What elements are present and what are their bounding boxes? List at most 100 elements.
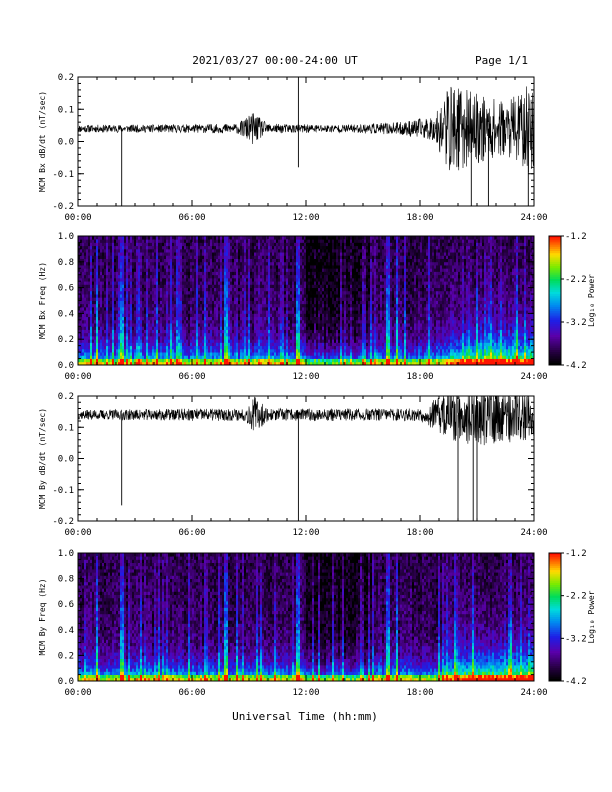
heatmap-cell [88, 335, 91, 340]
heatmap-cell [108, 248, 111, 253]
heatmap-cell [160, 284, 163, 289]
heatmap-cell [114, 352, 117, 356]
heatmap-cell [120, 329, 123, 334]
heatmap-cell [154, 287, 157, 292]
heatmap-cell [80, 274, 83, 279]
heatmap-cell [168, 236, 171, 240]
heatmap-cell [114, 339, 117, 343]
heatmap-cell [156, 306, 159, 311]
heatmap-cell [168, 255, 171, 259]
heatmap-cell [126, 284, 129, 289]
heatmap-cell [138, 313, 141, 318]
heatmap-cell [80, 268, 83, 272]
heatmap-cell [128, 326, 131, 330]
heatmap-cell [80, 352, 83, 356]
heatmap-cell [112, 242, 115, 247]
heatmap-cell [82, 294, 85, 298]
heatmap-cell [170, 300, 173, 305]
heatmap-cell [92, 265, 95, 269]
heatmap-cell [78, 248, 81, 253]
heatmap-cell [164, 297, 167, 301]
heatmap-cell [92, 352, 95, 356]
heatmap-cell [130, 339, 133, 343]
heatmap-cell [104, 339, 107, 343]
heatmap-cell [90, 361, 93, 366]
heatmap-cell [138, 252, 141, 256]
heatmap-cell [172, 339, 175, 343]
heatmap-cell [84, 248, 87, 253]
heatmap-cell [84, 300, 87, 305]
heatmap-cell [114, 300, 117, 305]
heatmap-cell [90, 245, 93, 250]
heatmap-cell [166, 268, 169, 272]
heatmap-cell [138, 332, 141, 337]
heatmap-cell [84, 287, 87, 292]
heatmap-cell [96, 326, 99, 330]
heatmap-cell [172, 258, 175, 263]
heatmap-cell [148, 245, 151, 250]
heatmap-cell [158, 277, 161, 282]
heatmap-cell [122, 306, 125, 311]
heatmap-cell [118, 252, 121, 256]
heatmap-cell [152, 287, 155, 292]
x-tick-label: 00:00 [64, 213, 91, 223]
heatmap-cell [82, 258, 85, 263]
heatmap-cell [90, 358, 93, 363]
heatmap-cell [144, 252, 147, 256]
heatmap-cell [132, 332, 135, 337]
heatmap-cell [82, 342, 85, 347]
heatmap-cell [136, 361, 139, 366]
heatmap-cell [144, 310, 147, 314]
heatmap-cell [168, 352, 171, 356]
heatmap-cell [120, 361, 123, 366]
heatmap-cell [82, 239, 85, 243]
heatmap-cell [154, 361, 157, 366]
heatmap-cell [164, 345, 167, 350]
heatmap-cell [124, 268, 127, 272]
heatmap-cell [148, 242, 151, 247]
heatmap-cell [134, 316, 137, 321]
heatmap-cell [158, 300, 161, 305]
heatmap-cell [162, 355, 165, 359]
heatmap-cell [112, 290, 115, 295]
heatmap-cell [124, 355, 127, 359]
heatmap-cell [114, 329, 117, 334]
heatmap-cell [116, 252, 119, 256]
heatmap-cell [114, 271, 117, 276]
heatmap-cell [82, 323, 85, 327]
heatmap-cell [120, 248, 123, 253]
heatmap-cell [132, 255, 135, 259]
heatmap-cell [88, 265, 91, 269]
heatmap-cell [86, 284, 89, 289]
heatmap-cell [82, 310, 85, 314]
heatmap-cell [144, 281, 147, 285]
heatmap-cell [98, 300, 101, 305]
heatmap-cell [130, 252, 133, 256]
heatmap-cell [158, 297, 161, 301]
heatmap-cell [98, 274, 101, 279]
heatmap-cell [156, 271, 159, 276]
heatmap-cell [126, 290, 129, 295]
heatmap-cell [88, 274, 91, 279]
heatmap-cell [82, 361, 85, 366]
heatmap-cell [80, 310, 83, 314]
heatmap-cell [120, 242, 123, 247]
heatmap-cell [118, 290, 121, 295]
heatmap-cell [100, 236, 103, 240]
heatmap-cell [172, 355, 175, 359]
heatmap-cell [126, 242, 129, 247]
heatmap-cell [104, 274, 107, 279]
heatmap-cell [164, 258, 167, 263]
heatmap-cell [132, 268, 135, 272]
heatmap-cell [152, 268, 155, 272]
heatmap-cell [138, 326, 141, 330]
heatmap-cell [134, 265, 137, 269]
heatmap-cell [158, 361, 161, 366]
heatmap-cell [112, 326, 115, 330]
heatmap-cell [90, 281, 93, 285]
heatmap-cell [170, 303, 173, 308]
heatmap-cell [90, 345, 93, 350]
heatmap-cell [132, 313, 135, 318]
heatmap-cell [98, 326, 101, 330]
heatmap-cell [112, 316, 115, 321]
